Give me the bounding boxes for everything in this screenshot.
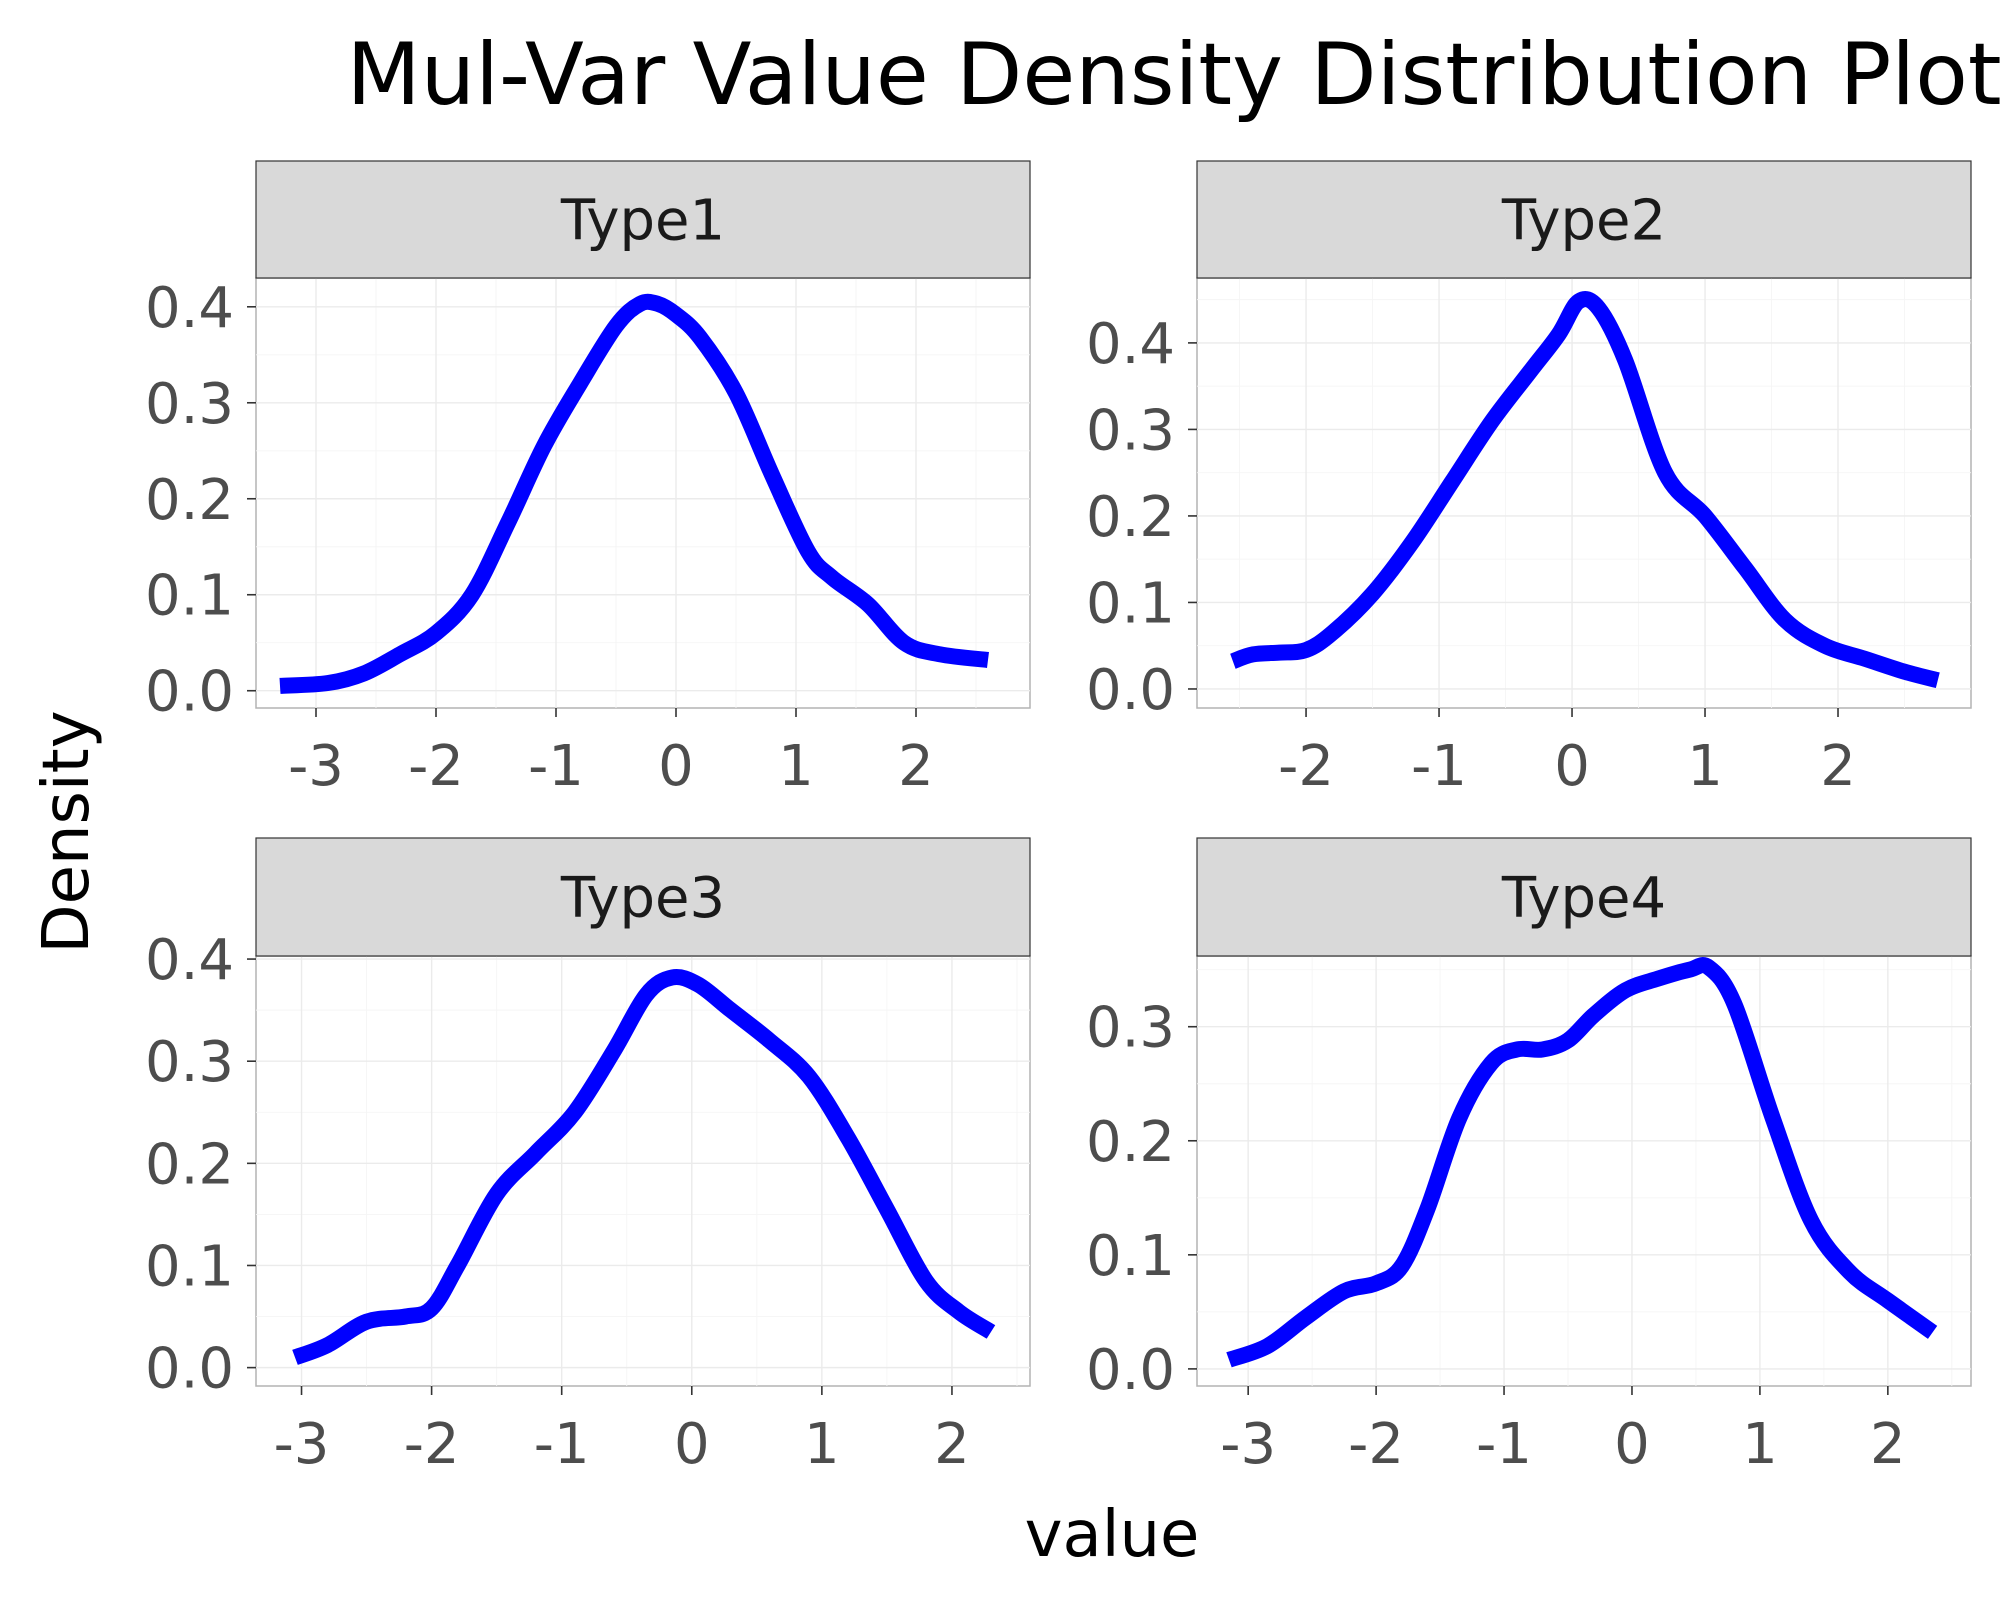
facet-3-density-line xyxy=(292,969,996,1365)
facet-3-y-tick-label: 0.4 xyxy=(145,928,234,993)
facet-1-y-tick-label: 0.2 xyxy=(145,468,234,533)
facet-2-x-tick-label: 0 xyxy=(1554,734,1590,799)
facet-3-panel: Type3 0.0 0.1 0.2 0.3 0.4 -3 -2 -1 0 1 2 xyxy=(145,837,1031,1477)
facet-1-y-tick-label: 0.3 xyxy=(145,372,234,437)
facet-1-x-tick-label: -3 xyxy=(288,734,344,799)
y-axis-title: Density xyxy=(30,710,104,953)
facet-4-x-tick-label: 1 xyxy=(1742,1412,1778,1477)
facet-1-panel: Type1 0.0 0.1 0.2 0.3 0.4 -3 -2 -1 0 1 2 xyxy=(145,160,1031,799)
facet-2-y-tick-label: 0.4 xyxy=(1086,312,1175,377)
facet-1-y-tick-label: 0.0 xyxy=(145,660,234,725)
facet-3-x-tick-label: -1 xyxy=(534,1412,590,1477)
facet-2-panel: Type2 0.0 0.1 0.2 0.3 0.4 -2 -1 0 1 2 xyxy=(1086,160,1972,799)
facet-3-x-tick-label: -3 xyxy=(274,1412,330,1477)
facet-3-y-tick-label: 0.3 xyxy=(145,1030,234,1095)
chart-title: Mul-Var Value Density Distribution Plot xyxy=(346,25,2000,125)
facet-1-strip-label: Type1 xyxy=(560,189,725,254)
facet-4-strip xyxy=(1196,837,1972,957)
facet-2-plot-area xyxy=(1196,277,1972,709)
facet-1-strip xyxy=(255,160,1031,279)
facet-3-x-tick-label: 2 xyxy=(934,1412,970,1477)
facet-4-x-tick-label: -2 xyxy=(1348,1412,1404,1477)
facet-4-panel: Type4 0.0 0.1 0.2 0.3 -3 -2 -1 0 1 2 xyxy=(1086,837,1972,1477)
facet-1-x-tick-label: 0 xyxy=(658,734,694,799)
facet-3-x-tick-label: 1 xyxy=(804,1412,840,1477)
facet-1-y-tick-label: 0.4 xyxy=(145,276,234,341)
facet-3-strip-label: Type3 xyxy=(560,866,725,931)
facet-2-strip xyxy=(1196,160,1972,279)
facet-4-density-line xyxy=(1226,957,1938,1368)
facet-4-y-tick-label: 0.0 xyxy=(1086,1338,1175,1403)
facet-2-y-tick-label: 0.2 xyxy=(1086,485,1175,550)
facet-4-strip-label: Type4 xyxy=(1501,866,1666,931)
facet-4-x-tick-label: -1 xyxy=(1476,1412,1532,1477)
x-axis-title: value xyxy=(1025,1498,1200,1572)
facet-3-x-tick-label: -2 xyxy=(404,1412,460,1477)
facet-4-y-tick-label: 0.1 xyxy=(1086,1224,1175,1289)
facet-2-y-tick-label: 0.1 xyxy=(1086,571,1175,636)
facet-4-x-tick-label: 2 xyxy=(1870,1412,1906,1477)
facet-1-x-tick-label: 1 xyxy=(778,734,814,799)
facet-1-x-tick-label: -1 xyxy=(528,734,584,799)
facet-2-x-tick-label: -2 xyxy=(1278,734,1334,799)
facet-3-y-tick-label: 0.2 xyxy=(145,1132,234,1197)
facet-3-x-tick-label: 0 xyxy=(674,1412,710,1477)
facet-1-x-tick-label: 2 xyxy=(898,734,934,799)
facet-2-y-tick-label: 0.0 xyxy=(1086,658,1175,723)
facet-panels: Type1 0.0 0.1 0.2 0.3 0.4 -3 -2 -1 0 1 2 Type2 0.0 0.1… xyxy=(145,160,1972,1477)
facet-3-strip xyxy=(255,837,1031,957)
facet-2-x-tick-label: 2 xyxy=(1820,734,1856,799)
facet-2-y-tick-label: 0.3 xyxy=(1086,398,1175,463)
facet-2-x-tick-label: 1 xyxy=(1687,734,1723,799)
facet-1-density-line xyxy=(279,293,989,694)
facet-2-x-tick-label: -1 xyxy=(1411,734,1467,799)
facet-1-y-tick-label: 0.1 xyxy=(145,564,234,629)
facet-1-x-tick-label: -2 xyxy=(408,734,464,799)
facet-4-y-tick-label: 0.3 xyxy=(1086,996,1175,1061)
facet-4-x-tick-label: 0 xyxy=(1614,1412,1650,1477)
facet-2-strip-label: Type2 xyxy=(1501,189,1666,254)
facet-2-density-line xyxy=(1229,291,1940,689)
facet-3-y-tick-label: 0.1 xyxy=(145,1234,234,1299)
facet-3-y-tick-label: 0.0 xyxy=(145,1337,234,1402)
facet-4-x-tick-label: -3 xyxy=(1220,1412,1276,1477)
facet-4-y-tick-label: 0.2 xyxy=(1086,1110,1175,1175)
